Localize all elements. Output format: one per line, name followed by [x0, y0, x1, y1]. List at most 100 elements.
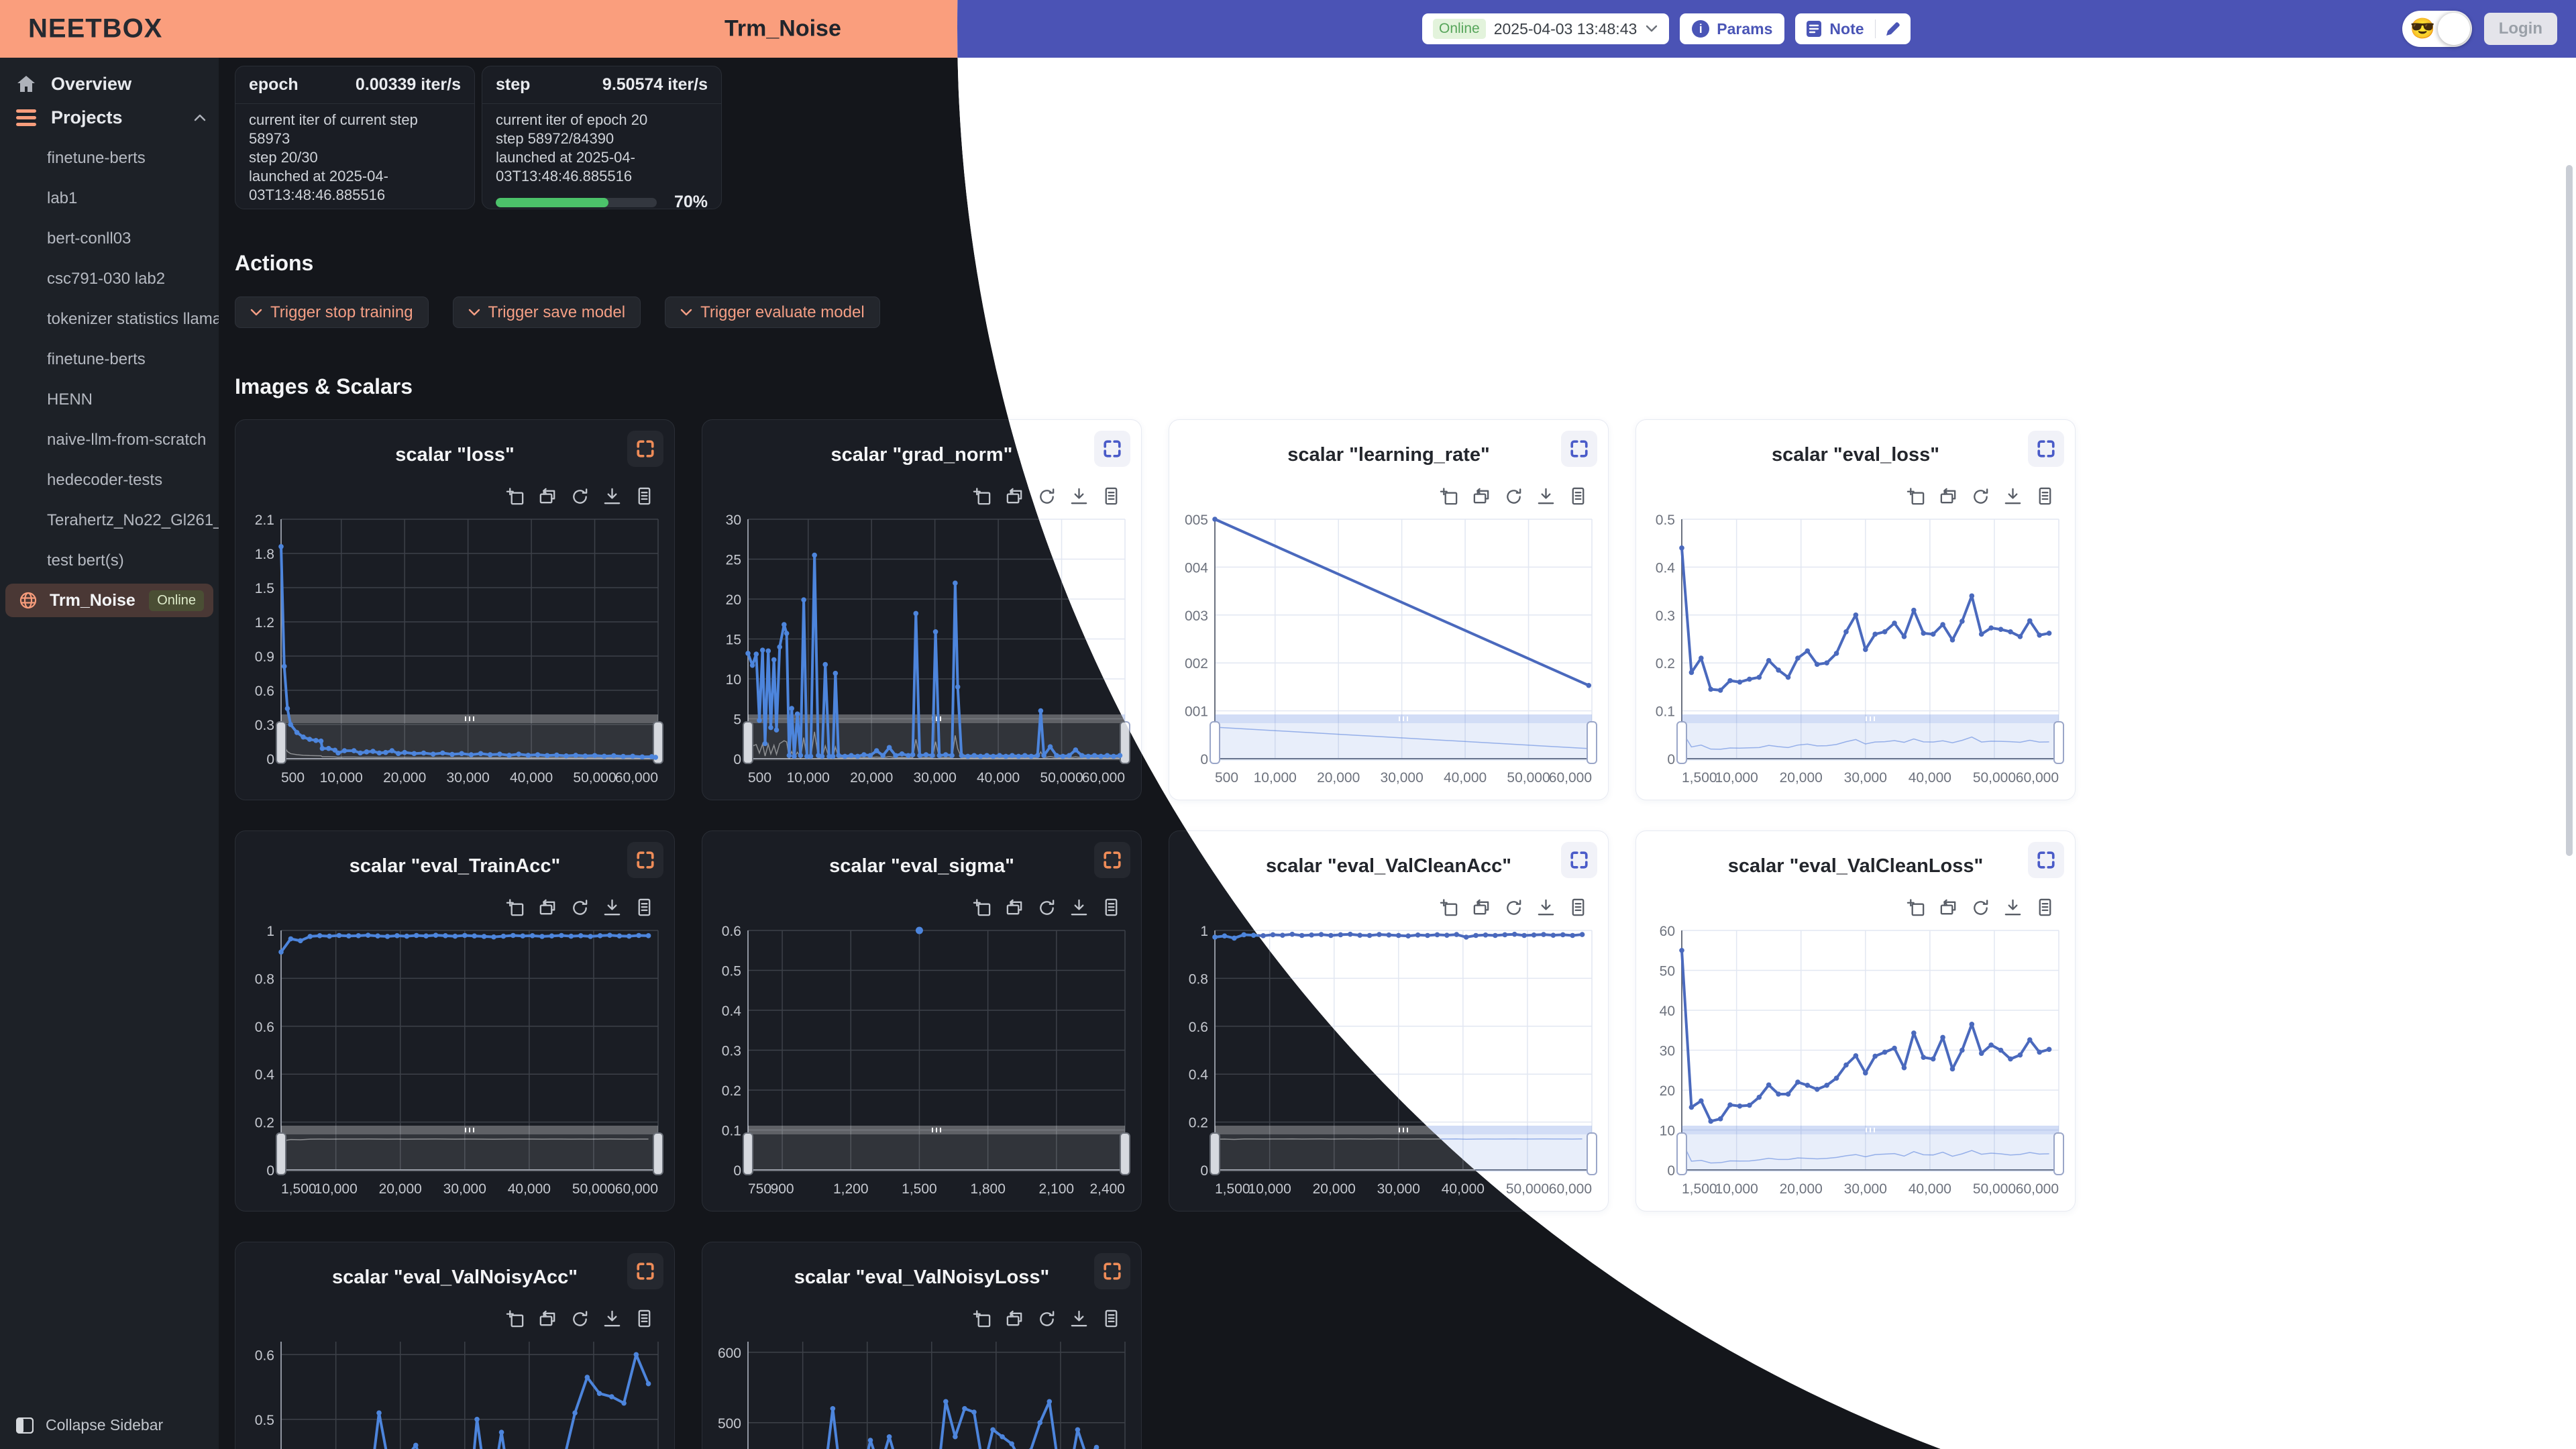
fullscreen-button[interactable]: [2028, 431, 2064, 467]
refresh-icon[interactable]: [1504, 487, 1523, 506]
restore-icon[interactable]: [1472, 898, 1491, 918]
restore-icon[interactable]: [538, 898, 557, 918]
download-icon[interactable]: [2003, 898, 2023, 918]
data-view-icon[interactable]: [1102, 1309, 1121, 1329]
action-button[interactable]: Trigger stop training: [235, 297, 429, 328]
sidebar-project-item[interactable]: HENN: [47, 390, 93, 409]
zoom-select-icon[interactable]: [1440, 487, 1459, 506]
data-view-icon[interactable]: [1568, 898, 1588, 918]
svg-text:0: 0: [266, 752, 274, 767]
zoom-select-icon[interactable]: [506, 898, 525, 918]
sidebar-item-active-project[interactable]: Trm_Noise Online: [5, 584, 213, 617]
refresh-icon[interactable]: [1504, 898, 1523, 918]
data-view-icon[interactable]: [1102, 487, 1121, 506]
svg-text:0: 0: [266, 1163, 274, 1179]
sidebar-project-item[interactable]: tokenizer statistics llama...: [47, 310, 219, 328]
download-icon[interactable]: [1536, 898, 1556, 918]
collapse-sidebar-button[interactable]: Collapse Sidebar: [16, 1416, 163, 1434]
edit-note-button[interactable]: [1876, 13, 1911, 44]
sidebar-project-item[interactable]: bert-conll03: [47, 229, 131, 248]
refresh-icon[interactable]: [1971, 487, 1990, 506]
svg-text:0.5: 0.5: [722, 964, 741, 979]
download-icon[interactable]: [1536, 487, 1556, 506]
scrollbar[interactable]: [2566, 165, 2573, 856]
data-view-icon[interactable]: [1102, 898, 1121, 918]
data-view-icon[interactable]: [2035, 487, 2055, 506]
action-buttons: Trigger stop training Trigger save model T…: [235, 297, 880, 328]
fullscreen-button[interactable]: [627, 431, 663, 467]
sidebar-project-item[interactable]: hedecoder-tests: [47, 471, 163, 489]
params-button[interactable]: i Params: [1680, 13, 1785, 44]
fullscreen-button[interactable]: [1094, 1253, 1130, 1289]
restore-icon[interactable]: [1939, 487, 1958, 506]
zoom-select-icon[interactable]: [973, 1309, 992, 1329]
refresh-icon[interactable]: [570, 487, 590, 506]
info-icon: i: [1692, 20, 1710, 38]
svg-text:40,000: 40,000: [1444, 770, 1487, 786]
refresh-icon[interactable]: [1037, 1309, 1057, 1329]
download-icon[interactable]: [602, 487, 622, 506]
restore-icon[interactable]: [1939, 898, 1958, 918]
sidebar-item-projects[interactable]: Projects: [0, 101, 219, 134]
data-view-icon[interactable]: [635, 898, 654, 918]
sidebar-project-item[interactable]: naive-llm-from-scratch: [47, 431, 207, 449]
zoom-select-icon[interactable]: [506, 487, 525, 506]
svg-text:1,200: 1,200: [833, 1181, 869, 1197]
action-button[interactable]: Trigger save model: [452, 297, 641, 328]
fullscreen-button[interactable]: [2028, 842, 2064, 878]
zoom-select-icon[interactable]: [1907, 487, 1926, 506]
run-status-dropdown[interactable]: Online 2025-04-03 13:48:43: [1422, 13, 1670, 44]
zoom-select-icon[interactable]: [506, 1309, 525, 1329]
metric-card-epoch: epoch 0.00339 iter/s current iter of curre…: [235, 66, 475, 209]
chart-title: scalar "eval_ValCleanAcc": [1265, 855, 1512, 877]
zoom-select-icon[interactable]: [973, 487, 992, 506]
data-view-icon[interactable]: [635, 487, 654, 506]
svg-text:30: 30: [1660, 1044, 1675, 1059]
chart-plot-eval_ValNoisyAcc: 0.30.40.50.61,50010,00020,00030,00040,00…: [255, 1342, 659, 1449]
fullscreen-button[interactable]: [1094, 842, 1130, 878]
note-button[interactable]: Note: [1795, 13, 1874, 44]
download-icon[interactable]: [1069, 487, 1089, 506]
fullscreen-button[interactable]: [1094, 431, 1130, 467]
action-button[interactable]: Trigger evaluate model: [665, 297, 880, 328]
sidebar-project-item[interactable]: csc791-030 lab2: [47, 270, 166, 288]
brand-logo[interactable]: NEETBOX: [28, 13, 163, 44]
svg-text:20,000: 20,000: [379, 1181, 422, 1197]
restore-icon[interactable]: [538, 487, 557, 506]
restore-icon[interactable]: [1005, 898, 1024, 918]
data-view-icon[interactable]: [2035, 898, 2055, 918]
refresh-icon[interactable]: [570, 898, 590, 918]
download-icon[interactable]: [2003, 487, 2023, 506]
zoom-select-icon[interactable]: [973, 898, 992, 918]
download-icon[interactable]: [602, 898, 622, 918]
sidebar-project-item[interactable]: finetune-berts: [47, 149, 146, 167]
fullscreen-button[interactable]: [627, 1253, 663, 1289]
restore-icon[interactable]: [1005, 487, 1024, 506]
sidebar-project-item[interactable]: lab1: [47, 189, 78, 207]
restore-icon[interactable]: [1472, 487, 1491, 506]
restore-icon[interactable]: [1005, 1309, 1024, 1329]
fullscreen-button[interactable]: [1561, 842, 1597, 878]
restore-icon[interactable]: [538, 1309, 557, 1329]
sidebar-item-overview[interactable]: Overview: [0, 67, 219, 101]
fullscreen-button[interactable]: [1561, 431, 1597, 467]
zoom-select-icon[interactable]: [1907, 898, 1926, 918]
download-icon[interactable]: [602, 1309, 622, 1329]
download-icon[interactable]: [1069, 1309, 1089, 1329]
data-view-icon[interactable]: [635, 1309, 654, 1329]
sidebar-project-item[interactable]: Terahertz_No22_Gl261_gl...: [47, 511, 219, 529]
download-icon[interactable]: [1069, 898, 1089, 918]
data-view-icon[interactable]: [1568, 487, 1588, 506]
sidebar-project-item[interactable]: test bert(s): [47, 551, 124, 570]
sidebar-project-item[interactable]: finetune-berts: [47, 350, 146, 368]
fullscreen-button[interactable]: [627, 842, 663, 878]
theme-toggle[interactable]: 😎: [2402, 11, 2472, 47]
refresh-icon[interactable]: [1037, 898, 1057, 918]
zoom-select-icon[interactable]: [1440, 898, 1459, 918]
refresh-icon[interactable]: [570, 1309, 590, 1329]
svg-text:0.5: 0.5: [255, 1413, 274, 1428]
refresh-icon[interactable]: [1037, 487, 1057, 506]
refresh-icon[interactable]: [1971, 898, 1990, 918]
login-button[interactable]: Login: [2483, 13, 2557, 45]
